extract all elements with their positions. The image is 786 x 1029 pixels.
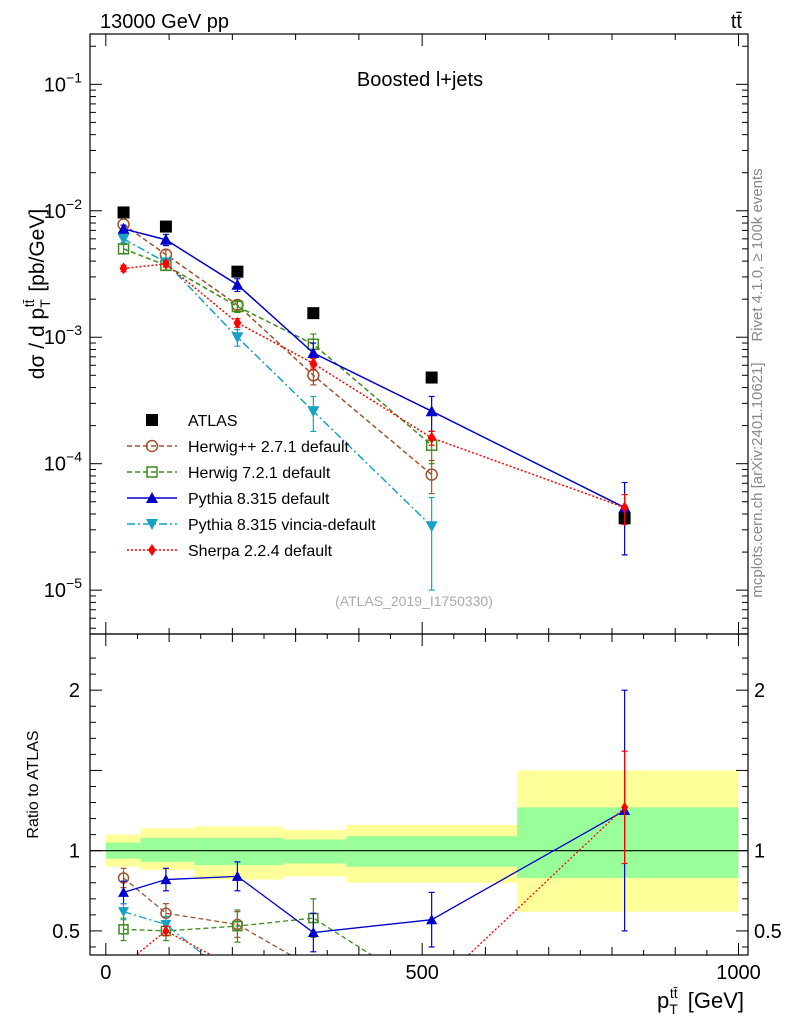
legend-item: Herwig 7.2.1 default	[127, 465, 331, 482]
data-point	[427, 431, 436, 444]
data-point	[426, 914, 438, 925]
data-point	[117, 222, 130, 234]
legend: ATLAS Herwig++ 2.7.1 default Herwig 7.2.1 …	[127, 413, 376, 560]
data-point	[621, 801, 629, 813]
legend-item: Pythia 8.315 vincia-default	[127, 517, 376, 534]
legend-item: Herwig++ 2.7.1 default	[127, 439, 350, 456]
ratio-line	[123, 877, 291, 955]
legend-label: Herwig 7.2.1 default	[188, 465, 331, 482]
x-tick-label: 0	[100, 962, 111, 984]
ratio-y-tick-label-right: 2	[754, 680, 765, 702]
data-point	[231, 332, 244, 344]
data-point	[160, 920, 172, 931]
uncertainty-band-inner	[346, 836, 518, 867]
process-label: tt̄	[731, 11, 743, 33]
rivet-label: Rivet 4.1.0, ≥ 100k events	[749, 168, 766, 341]
series-pythia-8-315-default	[117, 222, 631, 556]
data-point	[231, 870, 243, 881]
data-point	[159, 233, 172, 245]
data-point	[425, 405, 438, 417]
x-tick-label: 1000	[716, 962, 761, 984]
legend-label: Pythia 8.315 default	[188, 491, 330, 508]
data-point	[162, 925, 170, 937]
data-point	[160, 874, 172, 885]
legend-item: ATLAS	[146, 413, 238, 430]
data-point	[233, 316, 242, 329]
chart-title: Boosted l+jets	[357, 69, 483, 91]
data-point	[231, 278, 244, 290]
ratio-frame	[89, 633, 749, 956]
data-point	[146, 492, 158, 503]
data-point	[309, 357, 318, 370]
data-point	[425, 468, 438, 481]
mcplots-label: mcplots.cern.ch [arXiv:2401.10621]	[749, 362, 766, 597]
data-point	[148, 544, 156, 556]
x-axis-label: pTtt̄ [GeV]	[657, 985, 744, 1017]
x-tick-label: 500	[405, 962, 438, 984]
data-point	[231, 265, 244, 278]
data-point	[146, 466, 158, 478]
y-tick-label: 10−1	[44, 69, 82, 96]
data-point	[118, 924, 129, 935]
y-tick-label: 10−3	[44, 322, 82, 349]
series-line	[123, 228, 625, 509]
data-point	[307, 927, 319, 938]
data-point	[145, 439, 159, 453]
data-point	[425, 371, 438, 384]
data-point	[425, 521, 438, 533]
ratio-y-label: Ratio to ATLAS	[25, 730, 42, 838]
y-axis-label: dσ / d pTtt̄ [pb/GeV]	[21, 209, 53, 379]
data-point	[232, 920, 243, 932]
data-point	[620, 501, 629, 514]
series-sherpa-2-2-4-default	[119, 257, 629, 526]
ratio-line	[123, 809, 625, 934]
uncertainty-band-inner	[194, 837, 283, 866]
data-point	[231, 300, 244, 313]
data-point	[117, 206, 130, 219]
energy-label: 13000 GeV pp	[100, 11, 229, 33]
data-point	[117, 233, 130, 245]
analysis-id: (ATLAS_2019_I1750330)	[335, 593, 493, 609]
data-point	[307, 307, 320, 320]
ratio-y-tick-label: 2	[69, 680, 80, 702]
legend-label: ATLAS	[188, 413, 238, 430]
legend-label: Pythia 8.315 vincia-default	[188, 517, 376, 534]
series-line	[123, 248, 433, 446]
data-point	[146, 414, 158, 426]
data-point	[307, 406, 320, 418]
ratio-y-tick-label-right: 1	[754, 841, 765, 863]
data-point	[146, 519, 158, 530]
y-tick-label: 10−5	[44, 575, 82, 602]
legend-item: Sherpa 2.2.4 default	[127, 543, 333, 560]
y-tick-label: 10−4	[44, 449, 82, 476]
data-point	[118, 886, 130, 897]
ratio-sherpa-2-2-4-default	[134, 750, 629, 955]
data-point	[159, 220, 172, 233]
ratio-line	[467, 806, 626, 955]
data-point	[118, 907, 130, 918]
ratio-y-tick-label: 0.5	[52, 921, 80, 943]
ratio-y-tick-label: 1	[69, 841, 80, 863]
uncertainty-band-inner	[282, 839, 347, 864]
y-tick-label: 10−2	[44, 196, 82, 223]
legend-item: Pythia 8.315 default	[127, 491, 330, 508]
data-point	[161, 257, 170, 270]
uncertainty-band-inner	[517, 807, 739, 878]
legend-label: Herwig++ 2.7.1 default	[188, 439, 350, 456]
series-pythia-8-315-vincia-default	[117, 233, 438, 591]
data-point	[119, 262, 128, 275]
data-point	[307, 369, 320, 382]
ratio-y-tick-label-right: 0.5	[754, 921, 782, 943]
main-panel: 10−5 10−4 10−3 10−2 10−1 dσ / d pTtt̄ [pb/GeV…	[21, 33, 749, 635]
legend-label: Sherpa 2.2.4 default	[188, 543, 333, 560]
uncertainty-band-inner	[140, 837, 195, 862]
data-point	[307, 347, 320, 359]
